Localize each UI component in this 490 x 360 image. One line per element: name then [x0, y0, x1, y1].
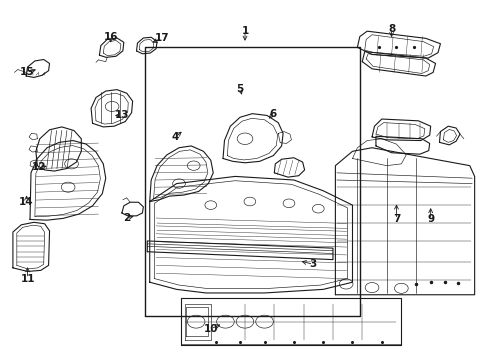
Text: 17: 17 [155, 33, 169, 43]
Text: 4: 4 [172, 132, 179, 142]
Text: 10: 10 [203, 324, 218, 334]
Text: 16: 16 [103, 32, 118, 41]
Text: 15: 15 [19, 67, 34, 77]
Text: 3: 3 [310, 259, 317, 269]
Text: 13: 13 [115, 111, 129, 121]
Text: 8: 8 [388, 24, 395, 35]
Text: 7: 7 [393, 215, 400, 224]
Text: 9: 9 [427, 215, 434, 224]
Text: 2: 2 [123, 213, 130, 222]
Text: 11: 11 [20, 274, 35, 284]
Text: 1: 1 [242, 26, 248, 36]
Text: 12: 12 [31, 162, 46, 172]
Text: 6: 6 [270, 109, 277, 119]
Text: 5: 5 [237, 84, 244, 94]
Text: 14: 14 [19, 197, 34, 207]
